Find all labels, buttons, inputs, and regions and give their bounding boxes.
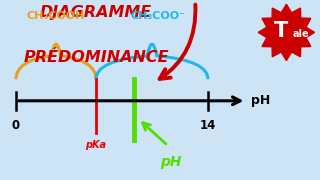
Text: 14: 14 bbox=[200, 119, 216, 132]
Text: PRÉDOMINANCE: PRÉDOMINANCE bbox=[23, 50, 169, 65]
Text: ale: ale bbox=[292, 29, 309, 39]
Text: 0: 0 bbox=[12, 119, 20, 132]
Text: DJAGRAMME: DJAGRAMME bbox=[40, 5, 152, 20]
Text: pKa: pKa bbox=[85, 140, 107, 150]
Text: CH₃COO⁻: CH₃COO⁻ bbox=[131, 11, 186, 21]
Text: pH: pH bbox=[160, 155, 182, 169]
Polygon shape bbox=[258, 4, 315, 60]
Text: CH₃COOH: CH₃COOH bbox=[27, 11, 85, 21]
Text: pH: pH bbox=[251, 94, 270, 107]
Text: T: T bbox=[274, 21, 288, 41]
